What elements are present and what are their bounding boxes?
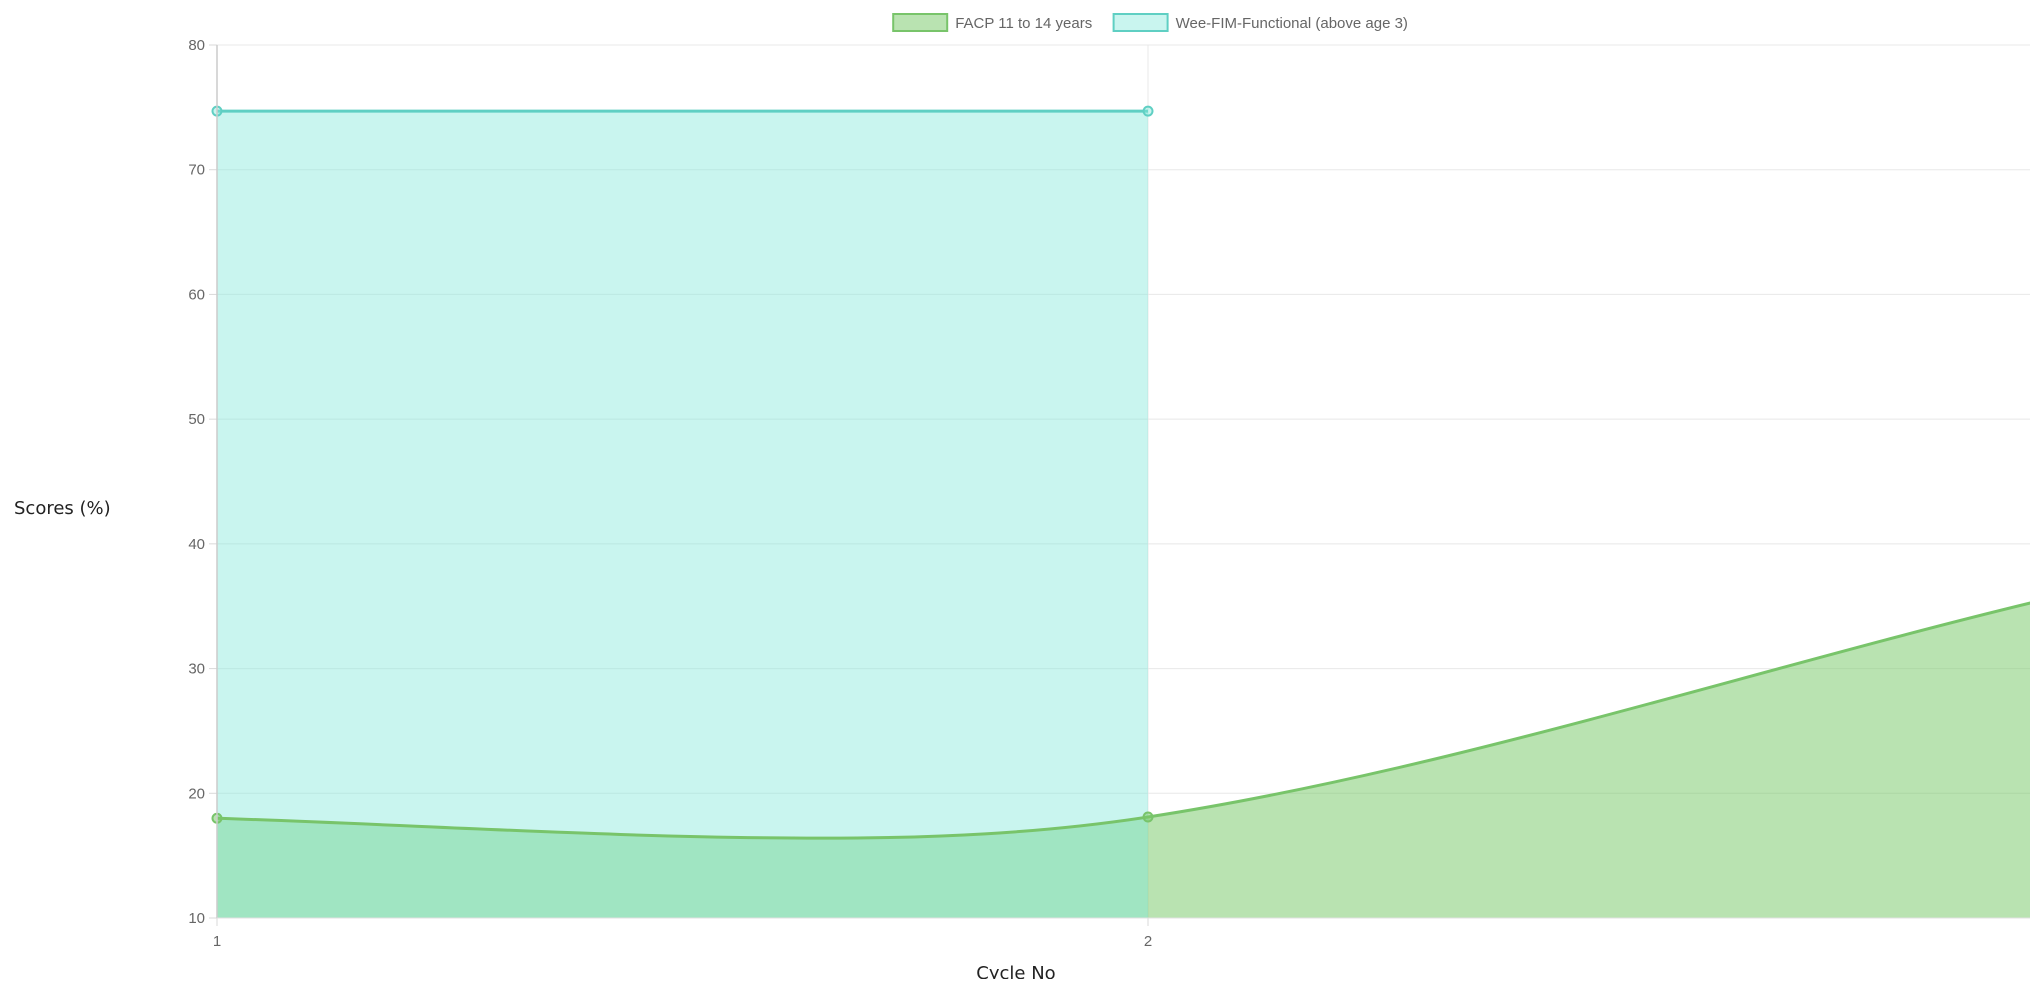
y-tick-label: 40 <box>188 536 205 553</box>
y-tick-label: 60 <box>188 286 205 303</box>
legend-swatch <box>1112 13 1169 32</box>
series-area-1 <box>217 603 2030 918</box>
gridlines <box>216 44 2030 919</box>
legend: FACP 11 to 14 years Wee-FIM-Functional (a… <box>892 13 1408 32</box>
series-lines <box>216 109 2030 840</box>
axes: 10 20 30 40 50 60 70 80 1 2 <box>188 37 2030 950</box>
x-tick-label: 2 <box>1144 933 1152 950</box>
data-point <box>1142 105 1154 117</box>
x-tick-label: 1 <box>213 933 221 950</box>
y-tick-label: 30 <box>188 661 205 678</box>
data-point <box>1142 811 1154 823</box>
y-tick-label: 10 <box>188 910 205 927</box>
y-tick-label: 20 <box>188 785 205 802</box>
y-tick-label: 70 <box>188 162 205 179</box>
y-tick-label: 80 <box>188 37 205 54</box>
series-areas <box>217 111 2030 918</box>
series-area-2 <box>217 111 1148 918</box>
legend-swatch <box>892 13 949 32</box>
y-tick-label: 50 <box>188 411 205 428</box>
legend-label: FACP 11 to 14 years <box>955 15 1092 32</box>
legend-label: Wee-FIM-Functional (above age 3) <box>1176 15 1408 32</box>
series-line-1 <box>216 601 2030 840</box>
x-axis-title: Cycle No <box>976 963 1055 979</box>
y-axis-title: Scores (%) <box>14 498 111 519</box>
